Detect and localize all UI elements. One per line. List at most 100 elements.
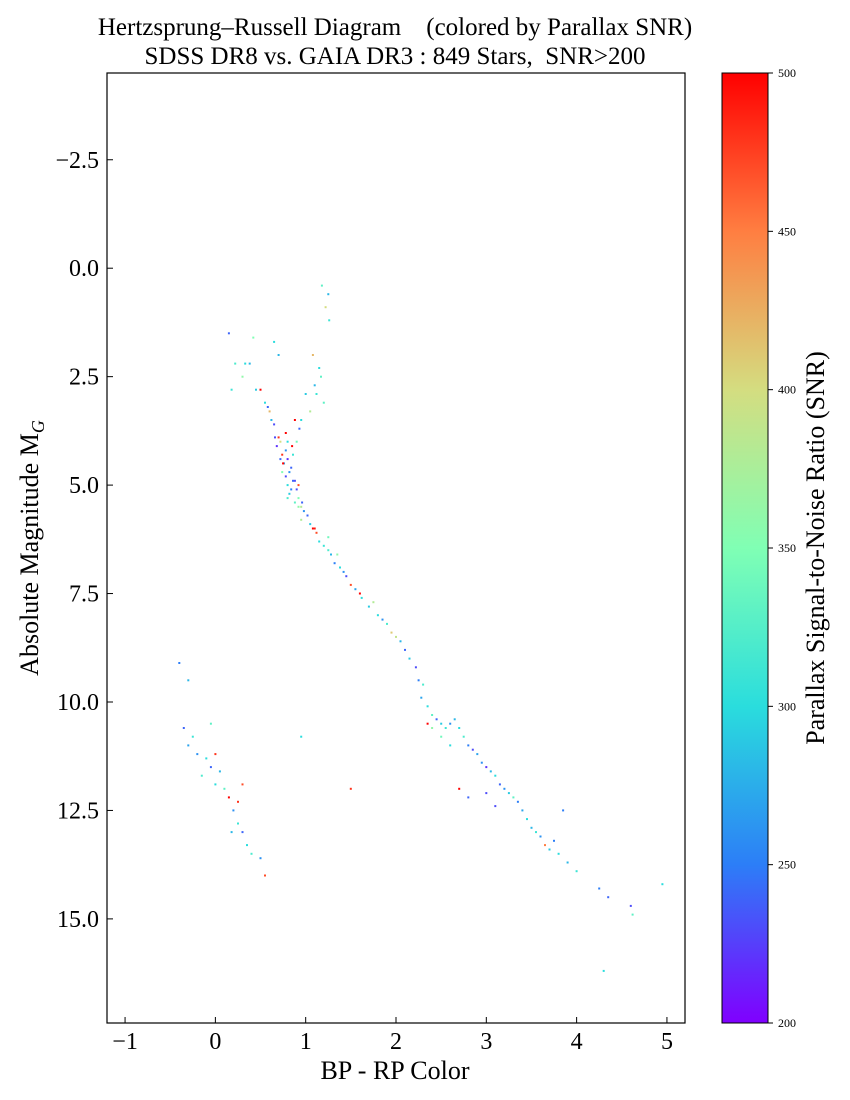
colorbar-ticks: 200 250 300 350 400 450 500 bbox=[768, 66, 796, 1030]
x-tick-label: 5 bbox=[661, 1029, 673, 1055]
scatter-point bbox=[320, 375, 322, 378]
y-axis-label-subscript: G bbox=[28, 420, 48, 433]
scatter-point bbox=[489, 770, 492, 773]
scatter-point bbox=[503, 787, 506, 790]
scatter-point bbox=[467, 744, 470, 747]
scatter-point bbox=[282, 462, 285, 465]
scatter-point bbox=[311, 354, 314, 356]
scatter-point bbox=[223, 787, 226, 790]
scatter-point bbox=[279, 440, 282, 443]
scatter-point bbox=[607, 896, 610, 899]
scatter-point bbox=[336, 553, 339, 556]
scatter-point bbox=[426, 722, 429, 725]
colorbar-tick-label: 400 bbox=[778, 383, 796, 397]
x-tick-label: 2 bbox=[390, 1029, 402, 1055]
scatter-point bbox=[281, 453, 284, 456]
scatter-point bbox=[485, 792, 488, 795]
scatter-point bbox=[521, 809, 524, 812]
scatter-point bbox=[467, 796, 470, 799]
scatter-point bbox=[516, 800, 519, 803]
scatter-point bbox=[512, 796, 515, 799]
scatter-point bbox=[494, 805, 497, 808]
scatter-point bbox=[548, 848, 551, 851]
y-tick-label: 12.5 bbox=[57, 798, 99, 824]
x-axis-ticks: −1 0 1 2 3 4 5 bbox=[112, 1017, 673, 1055]
scatter-point bbox=[458, 727, 461, 729]
scatter-point bbox=[244, 362, 247, 365]
x-tick-label: 1 bbox=[300, 1029, 312, 1055]
scatter-point bbox=[354, 588, 357, 591]
scatter-point bbox=[309, 410, 312, 413]
scatter-point bbox=[333, 562, 336, 565]
y-axis-ticks: −2.5 0.0 2.5 5.0 7.5 10.0 12.5 15.0 bbox=[55, 148, 113, 933]
x-tick-label: 3 bbox=[480, 1029, 492, 1055]
scatter-point bbox=[277, 354, 280, 356]
y-tick-label: 5.0 bbox=[69, 473, 99, 499]
scatter-point bbox=[214, 753, 217, 756]
scatter-point bbox=[297, 484, 300, 487]
scatter-point bbox=[404, 648, 406, 651]
scatter-point bbox=[315, 393, 318, 395]
scatter-point bbox=[318, 540, 321, 543]
scatter-point bbox=[530, 826, 533, 829]
scatter-point bbox=[311, 527, 314, 530]
colorbar-tick-label: 450 bbox=[778, 224, 796, 238]
scatter-point bbox=[422, 683, 425, 686]
scatter-point bbox=[453, 718, 456, 721]
scatter-point bbox=[313, 384, 316, 387]
scatter-point bbox=[306, 514, 309, 517]
colorbar bbox=[721, 72, 769, 1024]
scatter-point bbox=[286, 440, 289, 443]
scatter-point bbox=[553, 839, 555, 842]
scatter-point bbox=[339, 566, 341, 569]
scatter-point bbox=[284, 475, 287, 478]
scatter-point bbox=[205, 757, 208, 760]
scatter-point bbox=[302, 510, 305, 513]
scatter-point bbox=[318, 367, 321, 369]
scatter-point bbox=[297, 505, 300, 508]
scatter-point bbox=[629, 904, 632, 907]
scatter-point bbox=[264, 874, 266, 877]
scatter-point bbox=[182, 727, 185, 729]
scatter-point bbox=[476, 753, 479, 756]
scatter-point bbox=[535, 831, 537, 834]
scatter-point bbox=[414, 666, 417, 669]
scatter-point bbox=[440, 722, 443, 725]
scatter-point bbox=[320, 284, 323, 287]
chart-title: Hertzsprung–Russell Diagram (colored by … bbox=[98, 14, 692, 41]
scatter-point bbox=[264, 401, 266, 404]
scatter-point bbox=[327, 293, 330, 296]
scatter-point bbox=[232, 809, 235, 812]
scatter-point bbox=[234, 362, 237, 365]
scatter-point bbox=[237, 800, 239, 803]
scatter-point bbox=[191, 735, 194, 738]
scatter-point bbox=[295, 488, 298, 491]
scatter-point bbox=[462, 735, 465, 738]
scatter-point bbox=[399, 640, 402, 643]
scatter-point bbox=[315, 531, 318, 534]
scatter-point bbox=[526, 818, 528, 821]
scatter-point bbox=[274, 436, 276, 439]
scatter-point bbox=[187, 679, 190, 682]
y-tick-label: 15.0 bbox=[57, 907, 99, 933]
scatter-point bbox=[449, 744, 452, 747]
scatter-point bbox=[324, 306, 327, 309]
scatter-point bbox=[292, 479, 294, 482]
x-tick-label: 0 bbox=[209, 1029, 221, 1055]
scatter-point bbox=[290, 488, 293, 491]
scatter-point bbox=[295, 440, 298, 443]
scatter-point bbox=[246, 844, 248, 847]
scatter-point bbox=[196, 753, 199, 756]
scatter-point bbox=[661, 883, 664, 886]
scatter-point bbox=[376, 614, 379, 617]
colorbar-tick-label: 300 bbox=[778, 699, 796, 713]
y-axis-label: Absolute Magnitude MG bbox=[15, 420, 48, 676]
scatter-point bbox=[313, 527, 316, 530]
scatter-point bbox=[298, 427, 301, 430]
scatter-point bbox=[230, 388, 233, 391]
scatter-point bbox=[367, 605, 370, 608]
scatter-point bbox=[358, 592, 361, 595]
scatter-point bbox=[277, 436, 280, 439]
scatter-point bbox=[286, 497, 289, 500]
scatter-point bbox=[328, 319, 331, 322]
